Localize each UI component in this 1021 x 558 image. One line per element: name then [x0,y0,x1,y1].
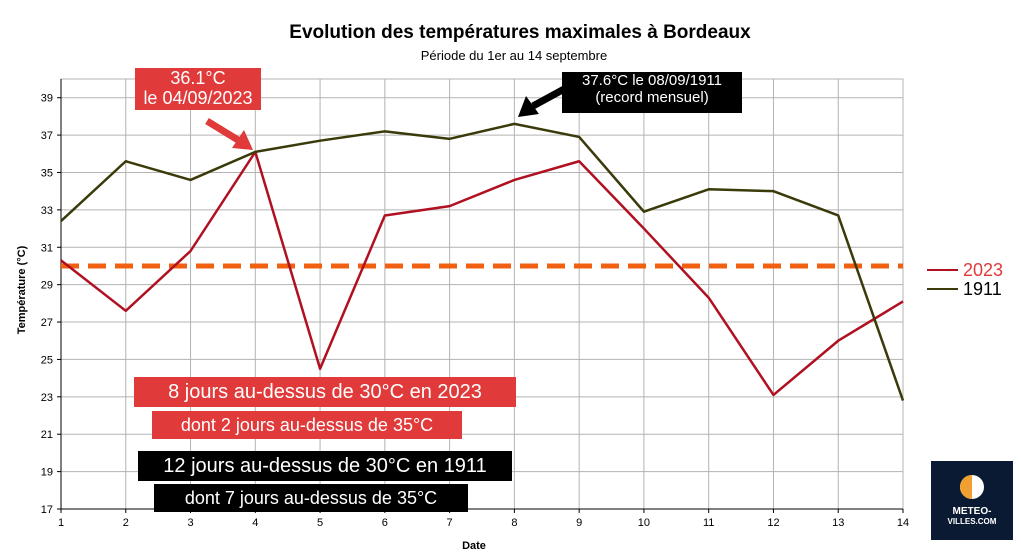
y-axis-label: Température (°C) [16,245,28,334]
stats-1911-days-above-35: dont 7 jours au-dessus de 35°C [154,484,468,512]
x-tick-label: 9 [576,517,582,529]
plot-frame [60,78,904,510]
legend: 2023 1911 [927,260,1003,299]
y-tick-label: 31 [41,242,53,254]
annotation-2023-date: le 04/09/2023 [143,87,253,108]
x-tick-label: 6 [382,517,388,529]
y-tick-label: 27 [41,317,53,329]
x-tick-label: 4 [252,517,258,529]
y-tick-label: 37 [41,130,53,142]
y-tick-label: 29 [41,280,53,292]
x-tick-label: 10 [638,517,650,529]
x-tick-label: 3 [187,517,193,529]
grid [57,78,904,513]
logo-sun-icon [960,475,984,499]
y-tick-label: 17 [41,504,53,516]
series-line-1911 [60,122,905,401]
arrow-2023-head [232,130,253,150]
y-tick-label: 39 [41,93,53,105]
legend-label-2023: 2023 [963,260,1003,280]
y-tick-label: 21 [41,429,53,441]
x-axis-label: Date [462,540,486,552]
chart-title: Evolution des températures maximales à B… [289,22,751,43]
legend-label-1911: 1911 [963,279,1002,299]
series-lines [60,122,905,401]
y-tick-label: 33 [41,205,53,217]
x-tick-label: 5 [317,517,323,529]
x-tick-label: 12 [767,517,779,529]
annotation-1911-record: 37.6°C le 08/09/1911 (record mensuel) [562,72,742,113]
x-tick-label: 2 [123,517,129,529]
annotation-arrows [205,84,568,150]
stats-2023-days-above-35: dont 2 jours au-dessus de 35°C [152,411,462,439]
y-tick-label: 19 [41,467,53,479]
x-tick-label: 8 [511,517,517,529]
x-tick-label: 1 [58,517,64,529]
y-tick-label: 35 [41,167,53,179]
arrow-1911-head [518,96,539,117]
stats-1911-days-above-30: 12 jours au-dessus de 30°C en 1911 [138,451,512,481]
annotation-1911-note: (record mensuel) [595,88,709,106]
logo-text-1: METEO- [952,506,992,517]
chart-subtitle: Période du 1er au 14 septembre [421,48,607,63]
stats-2023-days-above-30: 8 jours au-dessus de 30°C en 2023 [134,377,516,407]
annotation-1911-value: 37.6°C le 08/09/1911 [582,72,722,89]
x-tick-label: 14 [897,517,909,529]
x-tick-label: 11 [703,517,714,529]
meteo-villes-logo: METEO- VILLES.COM [931,461,1013,540]
y-tick-label: 23 [41,392,53,404]
x-tick-label: 13 [832,517,844,529]
annotation-2023-value: 36.1°C [170,68,226,88]
y-tick-label: 25 [41,354,53,366]
series-line-2023 [60,150,904,397]
annotation-2023-max: 36.1°C le 04/09/2023 [135,68,261,110]
x-tick-label: 7 [447,517,453,529]
logo-text-2: VILLES.COM [947,517,997,526]
arrow-2023-shaft [205,118,240,143]
arrow-1911-shaft [531,84,568,110]
